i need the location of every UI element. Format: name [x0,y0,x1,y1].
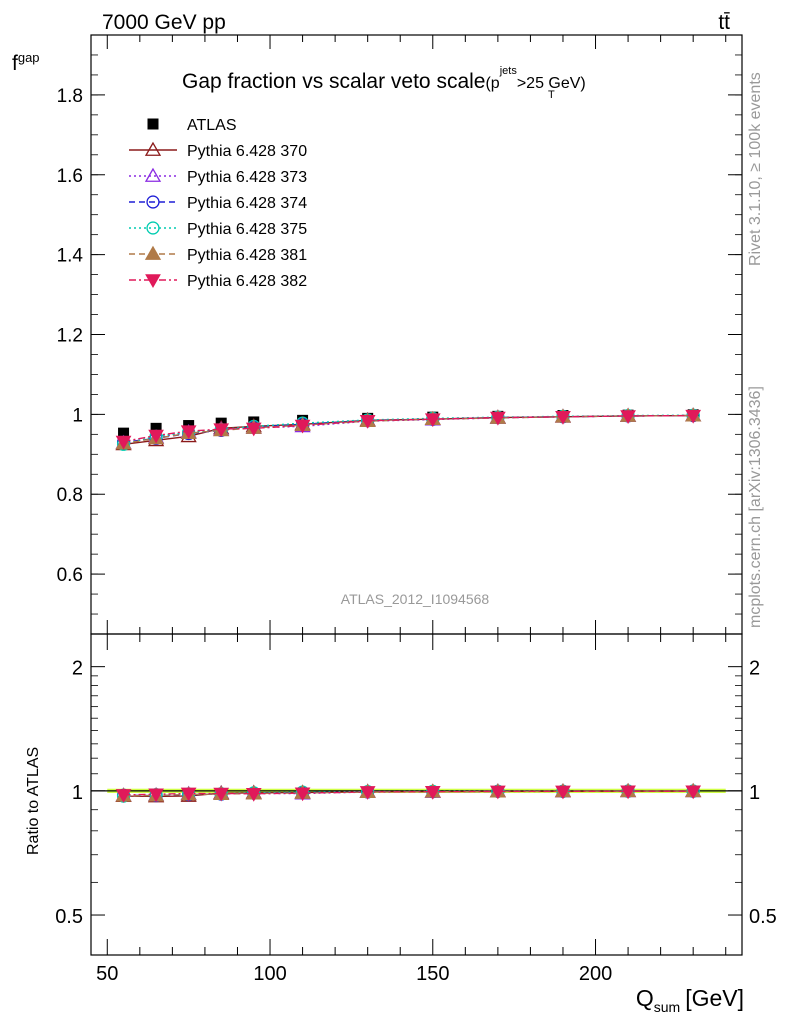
ratio-series-line [123,790,694,796]
legend-marker [144,245,162,260]
data-point [245,422,262,437]
plot-title-cut-tail: >25 GeV) [517,75,586,92]
series-pythia-6-428-375 [116,408,700,451]
mcplots-reference-label: mcplots.cern.ch [arXiv:1306.3436] [747,386,764,628]
x-tick-label: 50 [96,963,118,985]
ratio-data-point [424,785,441,800]
main-panel: 0.6 0.8 1 1.2 1.4 1.6 1.8 [57,34,743,635]
ratio-data-point [555,785,571,800]
legend-label: Pythia 6.428 375 [187,221,307,238]
main-y-tick-label: 1.6 [57,166,83,187]
legend-marker [146,195,160,209]
main-y-tick-label: 1.4 [57,246,84,267]
data-point [555,411,571,425]
plot-title-main: Gap fraction vs scalar veto scale [182,70,485,93]
data-point [118,427,130,439]
data-point [359,415,376,429]
legend-entry: Pythia 6.428 382 [129,273,307,290]
process-label: tt̄ [718,11,730,34]
main-ylabel-sub: gap [18,50,40,65]
legend-entry: ATLAS [147,117,237,134]
main-ylabel: fgap [12,50,40,75]
x-axis-label-sub: sum [654,999,680,1015]
series-line [123,414,694,443]
rivet-version-label: Rivet 3.1.10, ≥ 100k events [747,72,764,266]
series-pythia-6-428-382 [115,409,702,450]
main-y-tick-label: 0.8 [57,485,83,506]
legend-marker [145,274,161,289]
series-atlas [118,409,699,439]
x-tick-label: 100 [253,963,286,985]
ratio-y-tick-label-right: 0.5 [749,906,777,928]
legend-label: ATLAS [187,117,237,134]
plot-title-cut-sub: T [548,89,555,101]
x-tick-label: 200 [579,963,612,985]
data-point [490,411,506,426]
legend-label: Pythia 6.428 382 [187,273,307,290]
data-point [620,410,636,424]
plot-title: Gap fraction vs scalar veto scale(pjets>… [182,65,586,93]
data-point [150,422,162,434]
ratio-y-tick-label: 2 [72,658,83,680]
legend: ATLAS Pythia 6.428 370 Pythia 6.428 373 Pyt… [129,117,307,290]
ratio-data-point [148,788,164,803]
x-axis-label-unit: [GeV] [685,985,744,1011]
main-y-tick-label: 0.6 [57,565,83,586]
legend-entry: Pythia 6.428 374 [129,195,307,212]
ratio-panel: 0.5 0.5 1 1 2 2 50 100 150 200 [55,633,777,985]
ratio-data-point [359,786,376,800]
main-y-tick-label: 1.2 [57,326,83,347]
plot-title-cut-sup: jets [499,65,518,77]
series-pythia-6-428-370 [115,407,702,451]
ratio-data-point [685,785,702,800]
ratio-data-point [294,787,311,802]
data-point [213,423,230,438]
ratio-data-point [620,785,636,800]
x-axis-label: Qsum [GeV] [636,985,744,1015]
ratio-data-point [115,789,132,803]
main-y-tick-label: 1 [72,405,83,426]
legend-label: Pythia 6.428 373 [187,169,307,186]
plot-title-cut: (p [485,75,499,92]
legend-label: Pythia 6.428 370 [187,143,307,160]
ratio-data-point [245,787,262,802]
ratio-frame [90,633,743,956]
energy-label: 7000 GeV pp [102,11,226,34]
analysis-watermark: ATLAS_2012_I1094568 [341,591,490,607]
legend-entry: Pythia 6.428 381 [129,245,307,264]
ratio-data-point [490,785,506,800]
data-point [115,435,132,450]
ratio-y-tick-label: 1 [72,782,83,804]
ratio-y-tick-label-right: 2 [749,658,760,680]
data-point [180,425,197,440]
data-point [148,429,164,444]
main-y-tick-label: 1.8 [57,86,83,107]
ratio-series-pythia-6-428-382 [115,785,702,803]
legend-marker [146,221,160,235]
ratio-data-point [213,787,230,802]
legend-marker [147,118,159,130]
legend-label: Pythia 6.428 381 [187,247,307,264]
legend-entry: Pythia 6.428 370 [129,141,307,160]
legend-entry: Pythia 6.428 373 [129,167,307,186]
legend-entry: Pythia 6.428 375 [129,221,307,238]
x-tick-label: 150 [416,963,449,985]
ratio-data-point [180,787,197,802]
series-pythia-6-428-381 [115,407,702,450]
ratio-y-tick-label: 0.5 [55,906,83,928]
data-point [294,419,311,434]
data-point [685,409,702,424]
legend-marker [144,167,162,182]
data-point [424,413,441,428]
series-pythia-6-428-373 [115,407,702,450]
ratio-ylabel: Ratio to ATLAS [25,747,42,855]
legend-label: Pythia 6.428 374 [187,195,307,212]
ratio-y-tick-label-right: 1 [749,782,760,804]
legend-marker [144,141,162,156]
